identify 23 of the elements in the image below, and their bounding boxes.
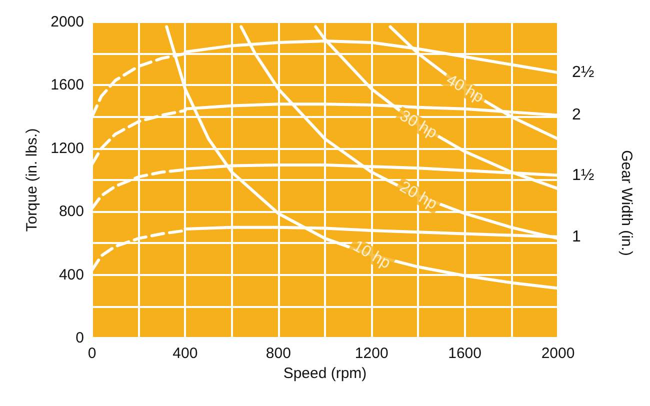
series-label: 2½ <box>572 64 594 82</box>
x-tick-label: 1600 <box>448 345 482 362</box>
annotation: 30 hp <box>396 107 440 142</box>
y2-axis-title: Gear Width (in.) <box>618 150 635 256</box>
y-axis-title: Torque (in. lbs.) <box>24 128 41 232</box>
x-tick-label: 800 <box>266 345 291 362</box>
annotation: 40 hp <box>443 72 486 106</box>
y-tick-label: 1200 <box>50 140 84 157</box>
x-tick-label: 2000 <box>541 345 575 362</box>
x-axis-title: Speed (rpm) <box>283 364 367 382</box>
x-tick-label: 1200 <box>354 345 388 362</box>
x-tick-label: 0 <box>88 345 96 362</box>
series-label: 1 <box>572 228 581 246</box>
y-tick-label: 800 <box>58 203 84 220</box>
y-tick-label: 1600 <box>50 76 84 94</box>
annotation: 10 hp <box>350 238 394 272</box>
y-tick-label: 0 <box>76 330 84 346</box>
y-tick-label: 400 <box>58 266 84 284</box>
annotation: 20 hp <box>396 178 440 214</box>
series-label: 1½ <box>572 166 594 184</box>
y-tick-label: 2000 <box>50 14 84 30</box>
x-tick-label: 400 <box>172 345 198 362</box>
series-label: 2 <box>572 106 581 124</box>
